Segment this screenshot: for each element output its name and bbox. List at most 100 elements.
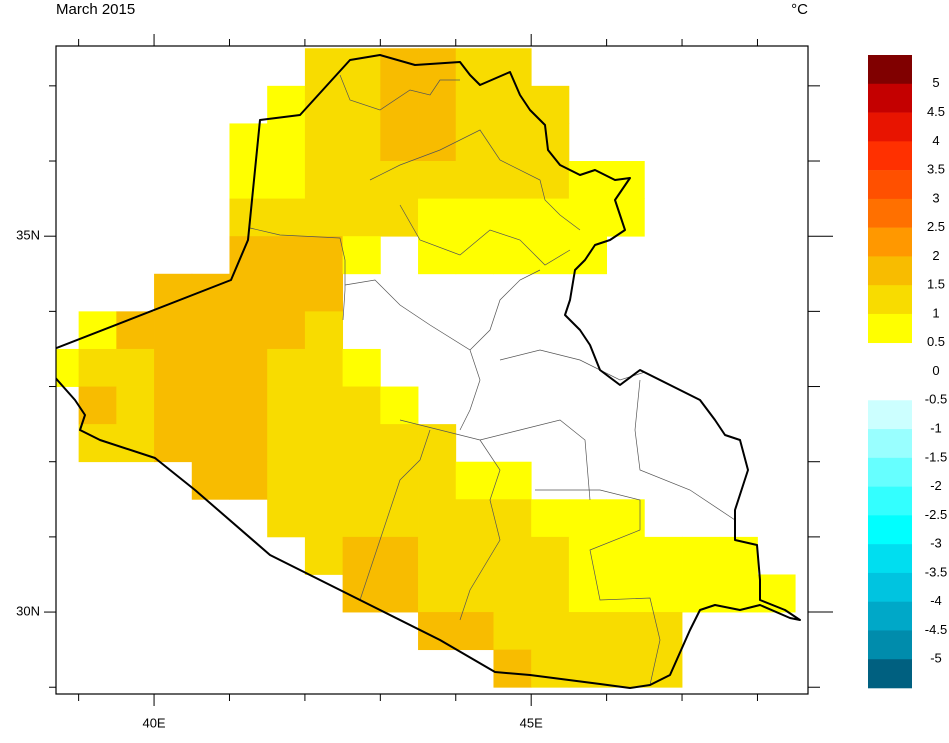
province-line	[399, 419, 591, 501]
colorbar-box	[868, 659, 912, 689]
colorbar-label: 5	[932, 75, 939, 90]
grid-cell	[304, 85, 344, 124]
grid-cell	[342, 424, 381, 463]
colorbar-box	[868, 429, 912, 459]
grid-cell	[116, 386, 155, 425]
grid-cell	[380, 536, 419, 575]
grid-cell	[493, 612, 532, 651]
grid-cell	[267, 311, 306, 350]
grid-cell	[342, 85, 381, 124]
grid-cell	[380, 85, 419, 124]
colorbar-label: -3	[930, 536, 942, 551]
colorbar-label: 4.5	[927, 104, 945, 119]
grid-cell	[191, 311, 230, 350]
grid-cell	[531, 649, 570, 688]
grid-cell	[267, 424, 306, 463]
colorbar-label: -2.5	[925, 507, 947, 522]
colorbar-box	[868, 630, 912, 660]
grid-cell	[342, 348, 381, 387]
colorbar-label: -0.5	[925, 392, 947, 407]
grid-cell	[455, 236, 494, 275]
y-tick-label: 35N	[16, 228, 40, 243]
grid-cell	[455, 198, 494, 237]
grid-cell	[455, 123, 494, 162]
colorbar-box	[868, 141, 912, 171]
colorbar-label: -4	[930, 593, 942, 608]
province-line	[469, 269, 541, 351]
grid-cell	[304, 161, 344, 200]
colorbar-label: 2	[932, 248, 939, 263]
grid-cell	[304, 198, 344, 237]
grid-cell	[267, 348, 306, 387]
country-border	[56, 54, 801, 689]
grid-cell	[455, 85, 494, 124]
grid-cell	[455, 574, 494, 613]
grid-cell	[418, 161, 457, 200]
grid-cell	[191, 424, 230, 463]
grid-cell	[418, 48, 457, 87]
grid-cell	[455, 536, 494, 575]
grid-cell	[342, 386, 381, 425]
grid-cell	[644, 649, 683, 688]
grid-cell	[267, 273, 306, 312]
grid-cell	[380, 161, 419, 200]
grid-cell	[380, 499, 419, 538]
grid-cell	[342, 236, 381, 275]
grid-cell	[229, 348, 268, 387]
grid-cell	[304, 386, 344, 425]
grid-cell	[342, 48, 381, 87]
grid-cell	[682, 536, 721, 575]
grid-cell	[493, 536, 532, 575]
grid-cell	[606, 536, 645, 575]
colorbar-label: 3.5	[927, 162, 945, 177]
grid-cell	[380, 123, 419, 162]
grid-cell	[418, 123, 457, 162]
grid-cell	[380, 386, 419, 425]
grid-cell	[342, 499, 381, 538]
colorbar-box	[868, 285, 912, 315]
colorbar-label: 2.5	[927, 219, 945, 234]
grid-cell	[606, 574, 645, 613]
province-line	[399, 204, 571, 266]
grid-cell	[267, 386, 306, 425]
grid-cell	[267, 198, 306, 237]
colorbar-box	[868, 256, 912, 286]
colorbar-box	[868, 544, 912, 574]
grid-cell	[116, 348, 155, 387]
province-line	[339, 74, 460, 111]
grid-cell	[78, 311, 117, 350]
grid-cell	[304, 499, 344, 538]
colorbar-box	[868, 572, 912, 602]
grid-cell	[606, 612, 645, 651]
grid-cell	[304, 236, 344, 275]
grid-cell	[304, 424, 344, 463]
grid-cell	[418, 461, 457, 500]
colorbar-label: -1	[930, 420, 942, 435]
grid-cell	[606, 649, 645, 688]
unit-label: °C	[791, 1, 808, 18]
colorbar-label: -3.5	[925, 564, 947, 579]
grid-cell	[493, 123, 532, 162]
colorbar-label: -4.5	[925, 622, 947, 637]
grid-cell	[342, 123, 381, 162]
grid-cell	[606, 499, 645, 538]
colorbar-box	[868, 601, 912, 631]
grid-cell	[342, 198, 381, 237]
grid-cell	[418, 574, 457, 613]
grid-cell	[267, 236, 306, 275]
colorbar-box	[868, 198, 912, 228]
colorbar-box	[868, 227, 912, 257]
grid-cell	[418, 499, 457, 538]
grid-cell	[154, 386, 193, 425]
colorbar-box	[868, 313, 912, 344]
colorbar-box	[868, 400, 912, 430]
grid-cell	[154, 311, 193, 350]
grid-cell	[568, 499, 608, 538]
grid-cell	[191, 386, 230, 425]
grid-cell	[267, 499, 306, 538]
grid-cell	[304, 461, 344, 500]
grid-cell	[229, 461, 268, 500]
colorbar-box	[868, 112, 912, 142]
grid-cell	[154, 273, 193, 312]
